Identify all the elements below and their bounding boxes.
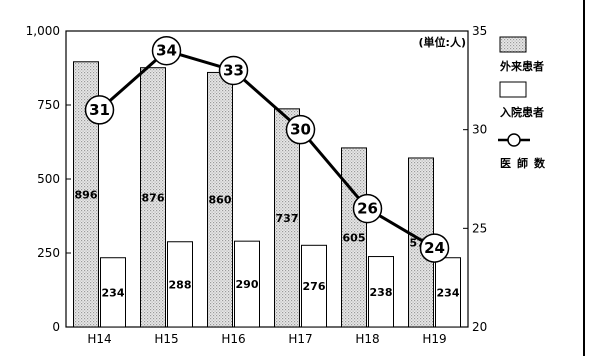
line-doctors-label: 33 xyxy=(223,61,244,79)
line-doctors-label: 26 xyxy=(357,200,378,218)
bar-outpatient-label: 605 xyxy=(343,231,366,244)
bar-inpatient-label: 234 xyxy=(102,286,125,299)
legend-label-outpatient: 外来患者 xyxy=(499,59,544,73)
bar-outpatient-label: 737 xyxy=(276,212,299,225)
legend-marker-doctors xyxy=(507,133,521,147)
y-left-tick-label: 0 xyxy=(52,320,60,334)
bar-inpatient xyxy=(167,241,193,328)
y-right-tick-label: 30 xyxy=(472,123,487,137)
legend-label-inpatient: 入院患者 xyxy=(500,105,544,119)
legend-swatch-outpatient xyxy=(499,36,527,53)
x-tick-label: H16 xyxy=(221,332,245,346)
bar-outpatient-label: 860 xyxy=(209,194,232,207)
bar-inpatient-label: 290 xyxy=(236,278,259,291)
line-doctors-marker xyxy=(84,95,115,125)
bar-inpatient-label: 276 xyxy=(303,280,326,293)
x-tick-label: H14 xyxy=(87,332,111,346)
bar-inpatient xyxy=(100,257,126,328)
line-doctors-marker xyxy=(419,233,450,263)
y-left-tick-label: 250 xyxy=(37,246,60,260)
x-tick-label: H18 xyxy=(355,332,379,346)
bar-inpatient xyxy=(368,256,394,328)
line-doctors-marker xyxy=(151,35,182,66)
legend-swatch-inpatient xyxy=(499,81,527,98)
x-tick-label: H15 xyxy=(154,332,178,346)
y-left-tick-label: 750 xyxy=(37,98,60,112)
bar-outpatient xyxy=(140,67,166,328)
line-doctors-label: 34 xyxy=(156,42,177,60)
y-right-tick-label: 20 xyxy=(472,320,487,334)
bar-inpatient xyxy=(301,244,327,328)
line-doctors-marker xyxy=(352,193,383,224)
y-left-tick-label: 500 xyxy=(37,172,60,186)
line-doctors-label: 31 xyxy=(89,101,110,119)
plot-area: 0 250 500 750 1,000 20 25 30 35 H14 H15 H16 H17 H18 H1… xyxy=(26,24,488,346)
y-right-tick-label: 35 xyxy=(472,24,487,38)
y-right-tick-label: 25 xyxy=(472,221,487,235)
bar-outpatient xyxy=(274,108,300,328)
bar-outpatient xyxy=(207,71,233,328)
x-tick-label: H19 xyxy=(422,332,446,346)
bar-outpatient-label: 876 xyxy=(142,191,165,204)
bar-inpatient xyxy=(435,257,461,328)
y-left-tick-label: 1,000 xyxy=(26,24,60,38)
line-doctors-label: 24 xyxy=(424,239,445,257)
plot-frame xyxy=(65,30,469,328)
line-doctors-marker xyxy=(218,55,249,86)
bar-outpatient-label: 896 xyxy=(75,188,98,201)
bar-outpatient xyxy=(341,147,367,328)
line-doctors-label: 30 xyxy=(290,121,311,139)
bar-inpatient-label: 238 xyxy=(370,286,393,299)
unit-label: (単位:人) xyxy=(419,35,466,49)
legend-label-doctors: 医師数 xyxy=(500,156,551,170)
bar-inpatient-label: 234 xyxy=(437,286,460,299)
line-doctors-marker xyxy=(285,114,316,145)
x-tick-label: H17 xyxy=(288,332,312,346)
bar-inpatient-label: 288 xyxy=(169,278,192,291)
bar-inpatient xyxy=(234,240,260,328)
